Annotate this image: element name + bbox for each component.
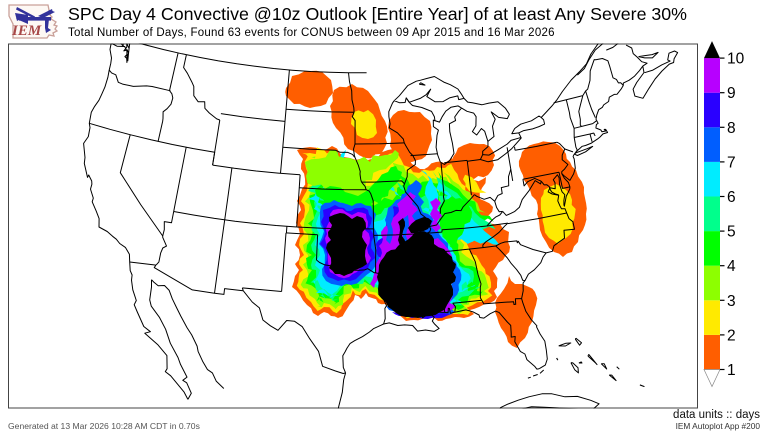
svg-text:6: 6 [727,189,736,206]
svg-text:7: 7 [727,154,736,171]
svg-text:4: 4 [727,258,736,275]
svg-text:9: 9 [727,85,736,102]
svg-text:8: 8 [727,120,736,137]
svg-text:10: 10 [727,51,745,68]
svg-text:1: 1 [727,362,736,379]
svg-text:5: 5 [727,224,736,241]
svg-text:3: 3 [727,293,736,310]
svg-text:2: 2 [727,327,736,344]
svg-text:IEM: IEM [11,23,42,39]
